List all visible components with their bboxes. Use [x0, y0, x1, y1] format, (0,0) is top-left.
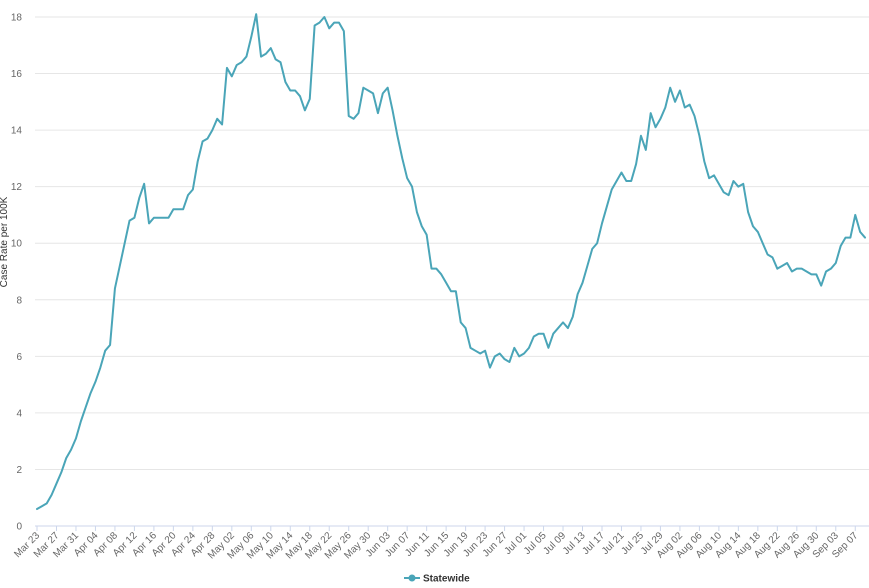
y-tick-label-2: 2 — [16, 465, 22, 476]
y-tick-label-10: 10 — [11, 239, 23, 250]
legend-label-statewide[interactable]: Statewide — [423, 574, 470, 585]
y-tick-label-12: 12 — [11, 182, 23, 193]
gridlines — [35, 16, 869, 470]
x-axis-ticks — [36, 526, 856, 531]
y-tick-label-0: 0 — [16, 522, 22, 533]
series-layer — [36, 13, 866, 511]
y-tick-label-8: 8 — [16, 295, 22, 306]
legend[interactable]: Statewide — [404, 574, 470, 585]
legend-marker-symbol — [408, 574, 416, 582]
y-tick-label-14: 14 — [11, 126, 23, 137]
y-tick-label-16: 16 — [11, 69, 23, 80]
y-tick-label-18: 18 — [11, 13, 23, 24]
y-tick-label-4: 4 — [16, 408, 22, 419]
y-tick-label-6: 6 — [16, 352, 22, 363]
y-axis-tick-labels: 0 2 4 6 8 10 12 14 16 18 — [11, 13, 23, 533]
series-line-statewide — [36, 13, 866, 511]
y-axis-title: Case Rate per 100K — [0, 196, 10, 287]
